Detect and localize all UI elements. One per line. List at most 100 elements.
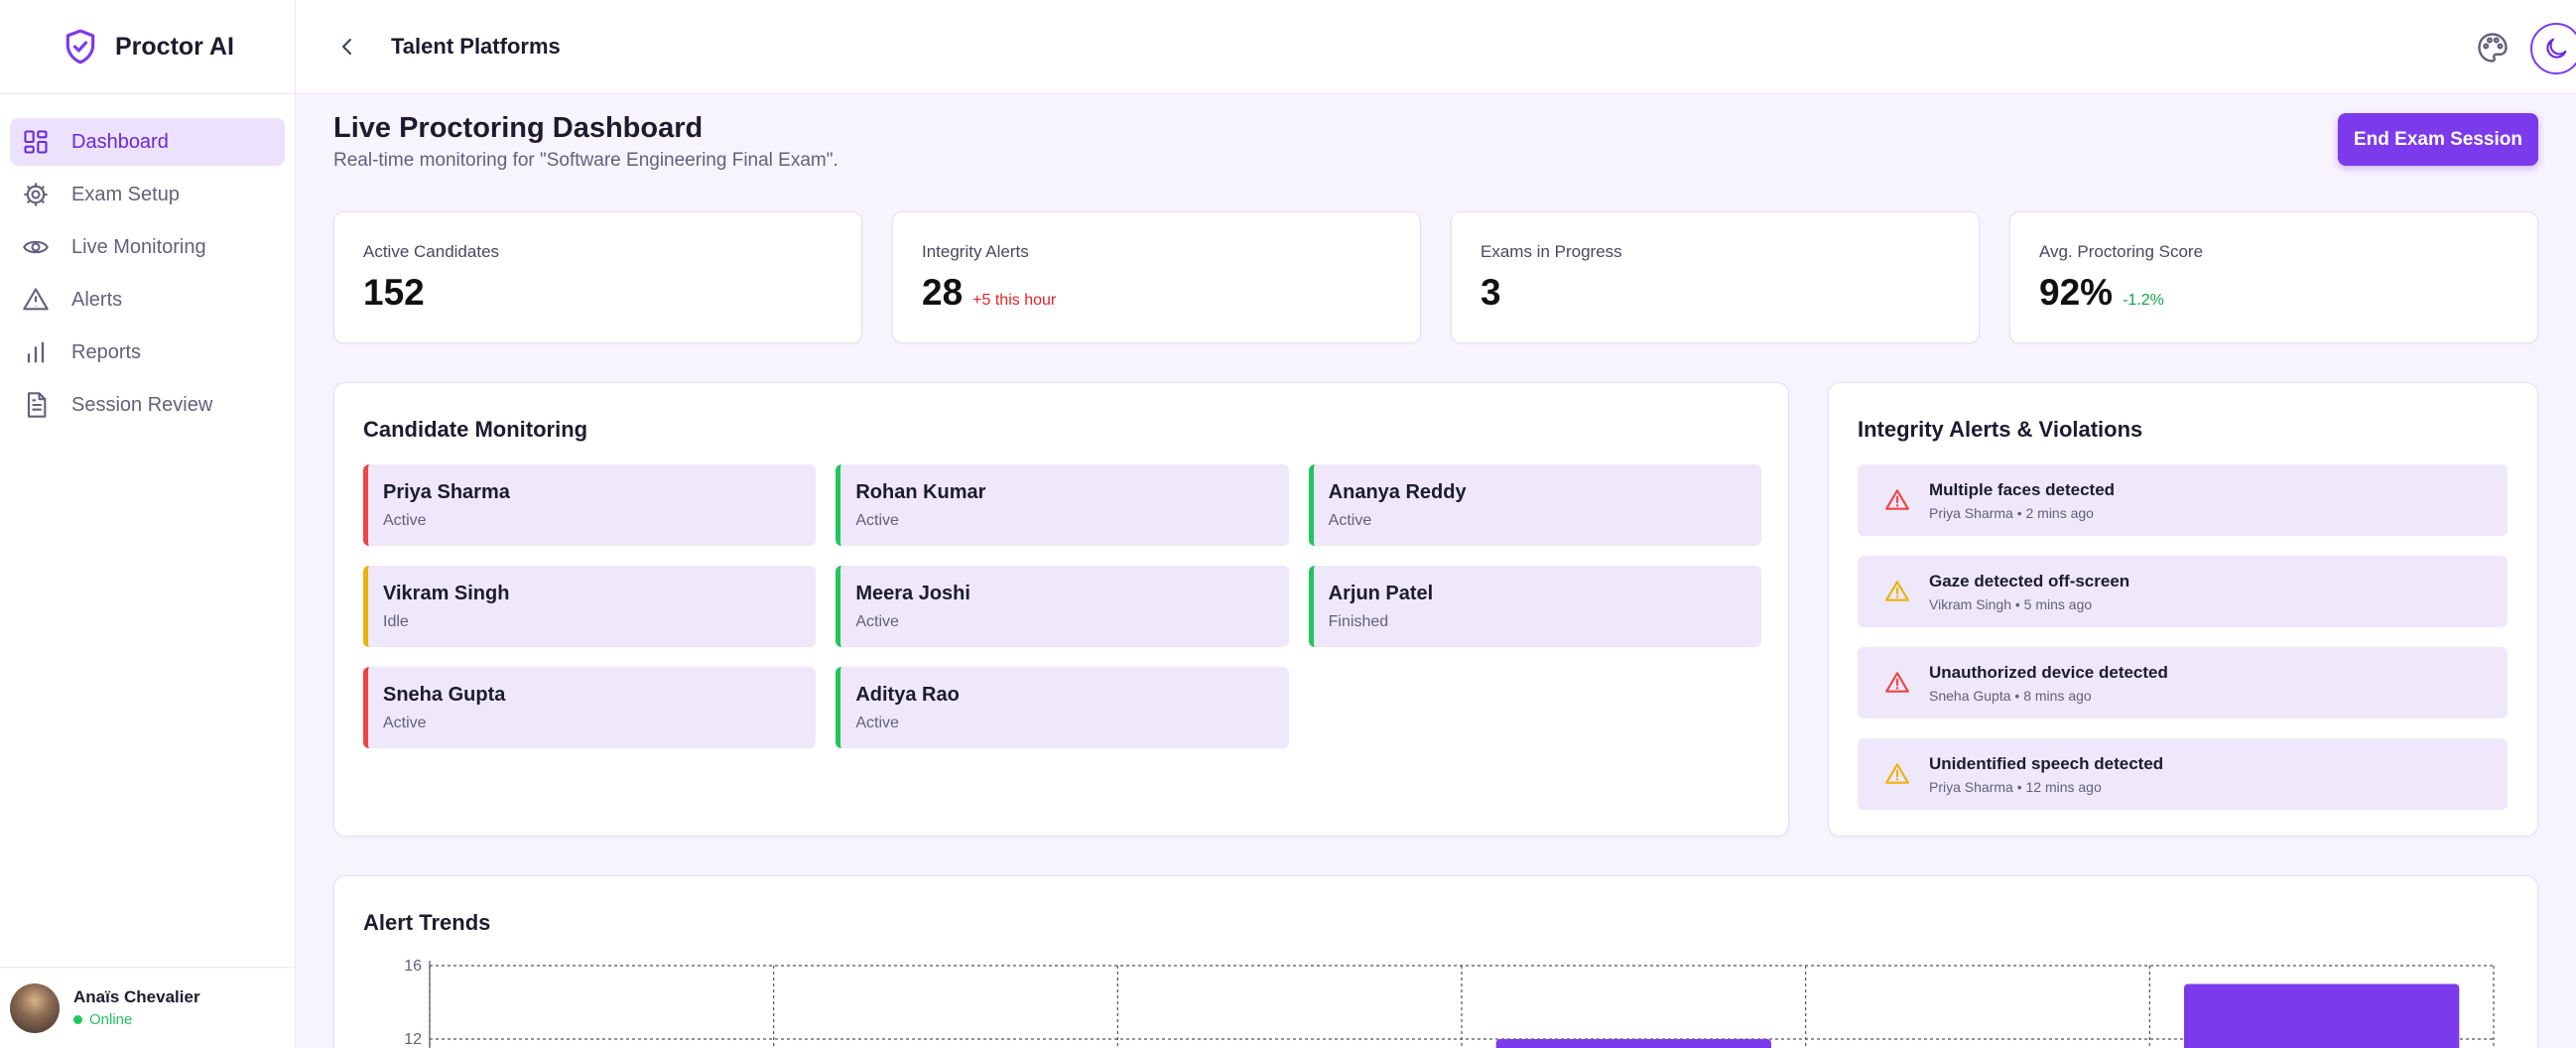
alert-list: Multiple faces detected Priya Sharma • 2 … <box>1858 464 2508 830</box>
sidebar-nav: Dashboard Exam Setup Live Monitoring Ale… <box>0 94 295 429</box>
candidate-name: Meera Joshi <box>855 583 970 604</box>
warning-icon <box>1885 489 1909 510</box>
alert-meta: Sneha Gupta • 8 mins ago <box>1929 687 2092 704</box>
candidate-card[interactable]: Arjun Patel Finished <box>1308 566 1761 647</box>
candidate-card[interactable]: Meera Joshi Active <box>836 566 1289 647</box>
stat-value: 152 <box>363 272 425 313</box>
sidebar-item-label: Reports <box>71 340 142 363</box>
candidate-status: Active <box>383 715 427 731</box>
stat-card-active-candidates: Active Candidates 152 <box>333 211 862 343</box>
candidate-card[interactable]: Rohan Kumar Active <box>836 464 1289 546</box>
alert-title: Gaze detected off-screen <box>1929 571 2130 590</box>
warning-icon <box>23 288 49 311</box>
warning-icon <box>1885 672 1909 693</box>
candidate-card[interactable]: Ananya Reddy Active <box>1308 464 1761 546</box>
candidate-name: Arjun Patel <box>1328 583 1434 604</box>
sidebar-item-session-review[interactable]: Session Review <box>10 381 285 429</box>
stat-label: Active Candidates <box>363 242 500 261</box>
sidebar-item-live-monitoring[interactable]: Live Monitoring <box>10 223 285 271</box>
alert-meta: Priya Sharma • 12 mins ago <box>1929 778 2102 795</box>
online-dot-icon <box>73 1015 82 1024</box>
dashboard-icon <box>24 130 48 154</box>
candidate-name: Vikram Singh <box>383 583 510 604</box>
candidate-status: Idle <box>383 613 409 630</box>
topbar: Talent Platforms <box>296 0 2576 94</box>
candidate-name: Aditya Rao <box>855 684 960 706</box>
brand-name: Proctor AI <box>115 32 234 61</box>
page-title: Live Proctoring Dashboard <box>333 112 704 144</box>
candidate-monitoring-card: Candidate Monitoring Priya Sharma Active R… <box>333 382 1789 837</box>
card-title: Candidate Monitoring <box>363 417 588 442</box>
candidate-status: Active <box>855 715 899 731</box>
gear-icon <box>24 183 48 206</box>
sidebar-item-dashboard[interactable]: Dashboard <box>10 118 285 166</box>
candidate-name: Sneha Gupta <box>383 684 506 706</box>
alert-trends-card: Alert Trends 16 12 <box>333 875 2538 1048</box>
y-tick-label: 12 <box>404 1031 422 1048</box>
stat-value: 3 <box>1481 272 1501 313</box>
alert-title: Unauthorized device detected <box>1929 662 2168 682</box>
candidate-status: Active <box>855 613 899 630</box>
sidebar-item-label: Live Monitoring <box>71 235 206 258</box>
chevron-left-icon <box>342 39 351 55</box>
sidebar-item-reports[interactable]: Reports <box>10 328 285 376</box>
brand[interactable]: Proctor AI <box>0 0 295 94</box>
user-status: Online <box>73 1011 200 1028</box>
avatar <box>10 982 60 1033</box>
candidate-card[interactable]: Sneha Gupta Active <box>363 667 817 748</box>
sidebar-item-label: Exam Setup <box>71 183 180 205</box>
moon-icon <box>2546 38 2567 59</box>
user-profile[interactable]: Anaïs Chevalier Online <box>0 967 296 1048</box>
theme-toggle-button[interactable] <box>2530 23 2576 74</box>
candidate-grid: Priya Sharma Active Rohan Kumar Active Anany… <box>363 464 1761 748</box>
bar[interactable] <box>1495 1039 1771 1048</box>
stat-delta: +5 this hour <box>972 292 1057 309</box>
bar[interactable] <box>2184 983 2460 1048</box>
sidebar-item-label: Dashboard <box>71 130 169 153</box>
palette-icon[interactable] <box>2475 30 2511 66</box>
page-subtitle: Real-time monitoring for "Software Engin… <box>333 150 838 171</box>
alert-meta: Vikram Singh • 5 mins ago <box>1929 595 2093 612</box>
alert-title: Multiple faces detected <box>1929 479 2116 499</box>
integrity-alerts-card: Integrity Alerts & Violations Multiple f… <box>1828 382 2538 837</box>
candidate-card[interactable]: Aditya Rao Active <box>836 667 1289 748</box>
bar-chart-icon <box>27 341 45 363</box>
card-title: Integrity Alerts & Violations <box>1858 417 2143 442</box>
sidebar-item-alerts[interactable]: Alerts <box>10 276 285 324</box>
stat-card-integrity-alerts: Integrity Alerts 28 +5 this hour <box>892 211 1421 343</box>
stat-label: Avg. Proctoring Score <box>2039 242 2204 261</box>
user-name: Anaïs Chevalier <box>73 987 200 1006</box>
sidebar: Proctor AI Dashboard Exam Setup Live Mon… <box>0 0 296 1048</box>
end-exam-session-button[interactable]: End Exam Session <box>2338 113 2538 166</box>
card-title: Alert Trends <box>363 910 491 935</box>
candidate-card[interactable]: Vikram Singh Idle <box>363 566 817 647</box>
candidate-card[interactable]: Priya Sharma Active <box>363 464 817 546</box>
stat-card-avg-proctoring-score: Avg. Proctoring Score 92% -1.2% <box>2009 211 2538 343</box>
alert-meta: Priya Sharma • 2 mins ago <box>1929 504 2094 521</box>
warning-icon <box>1885 763 1909 784</box>
candidate-name: Priya Sharma <box>383 481 510 503</box>
back-button[interactable] <box>327 27 367 66</box>
sidebar-item-exam-setup[interactable]: Exam Setup <box>10 171 285 218</box>
alert-title: Unidentified speech detected <box>1929 753 2164 773</box>
candidate-name: Rohan Kumar <box>855 481 986 503</box>
eye-icon <box>23 240 49 254</box>
stat-delta: -1.2% <box>2123 292 2164 309</box>
candidate-status: Active <box>855 512 899 529</box>
shield-check-icon <box>65 29 95 65</box>
alert-item[interactable]: Unidentified speech detected Priya Sharma… <box>1858 738 2508 810</box>
y-tick-label: 16 <box>404 958 422 975</box>
sidebar-item-label: Alerts <box>71 288 123 311</box>
user-status-label: Online <box>89 1011 133 1028</box>
stat-value: 92% <box>2039 272 2114 313</box>
candidate-status: Active <box>383 512 427 529</box>
stat-label: Exams in Progress <box>1481 242 1622 261</box>
alert-item[interactable]: Gaze detected off-screen Vikram Singh • 5… <box>1858 556 2508 627</box>
stat-card-exams-in-progress: Exams in Progress 3 <box>1451 211 1980 343</box>
warning-icon <box>1885 581 1909 601</box>
sidebar-item-label: Session Review <box>71 393 213 416</box>
alert-item[interactable]: Unauthorized device detected Sneha Gupta … <box>1858 647 2508 719</box>
stat-label: Integrity Alerts <box>922 242 1029 261</box>
alert-item[interactable]: Multiple faces detected Priya Sharma • 2 … <box>1858 464 2508 536</box>
